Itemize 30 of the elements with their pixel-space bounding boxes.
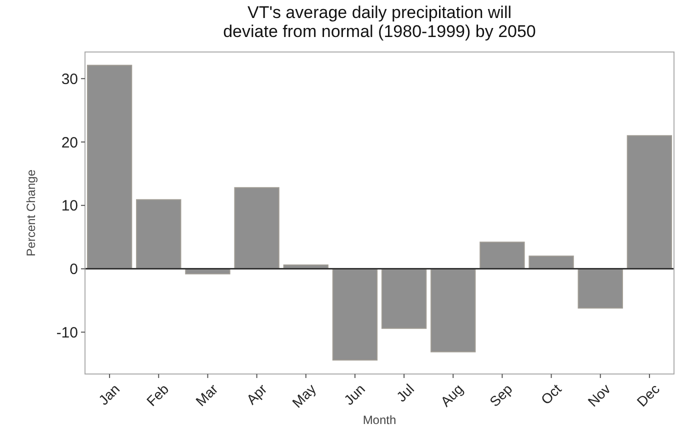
x-tick-label: Jan — [95, 380, 123, 408]
bar — [381, 268, 427, 329]
bar — [136, 199, 182, 270]
y-tick-label: -10 — [56, 324, 78, 342]
bar — [234, 187, 280, 270]
y-tick-label: 30 — [61, 70, 78, 88]
x-tick-label: Apr — [243, 380, 270, 408]
bar — [528, 256, 574, 270]
x-tick-label: Feb — [143, 380, 172, 410]
x-tick-label: Dec — [634, 380, 663, 410]
bar — [480, 242, 525, 270]
bar — [430, 268, 476, 352]
x-tick-label: Oct — [538, 380, 564, 408]
x-tick-label: Jun — [340, 380, 368, 408]
y-axis-title: Percent Change — [24, 169, 38, 256]
x-tick-label: May — [288, 380, 319, 411]
x-tick-label: Sep — [486, 380, 516, 410]
bar — [332, 268, 378, 361]
y-tick-label: 10 — [61, 198, 78, 215]
x-axis-title: Month — [362, 413, 396, 427]
x-tick-label: Nov — [584, 380, 614, 410]
bar — [86, 64, 132, 270]
bar — [626, 135, 672, 270]
x-tick-label: Jul — [393, 380, 418, 405]
x-tick-label: Aug — [437, 380, 466, 410]
x-tick-label: Mar — [192, 380, 221, 410]
bar — [578, 268, 623, 309]
y-tick-label: 0 — [70, 261, 78, 278]
chart-title: VT's average daily precipitation will deviate from normal (1980-1999) by 2050 — [223, 3, 536, 41]
y-tick-label: 20 — [61, 134, 78, 152]
